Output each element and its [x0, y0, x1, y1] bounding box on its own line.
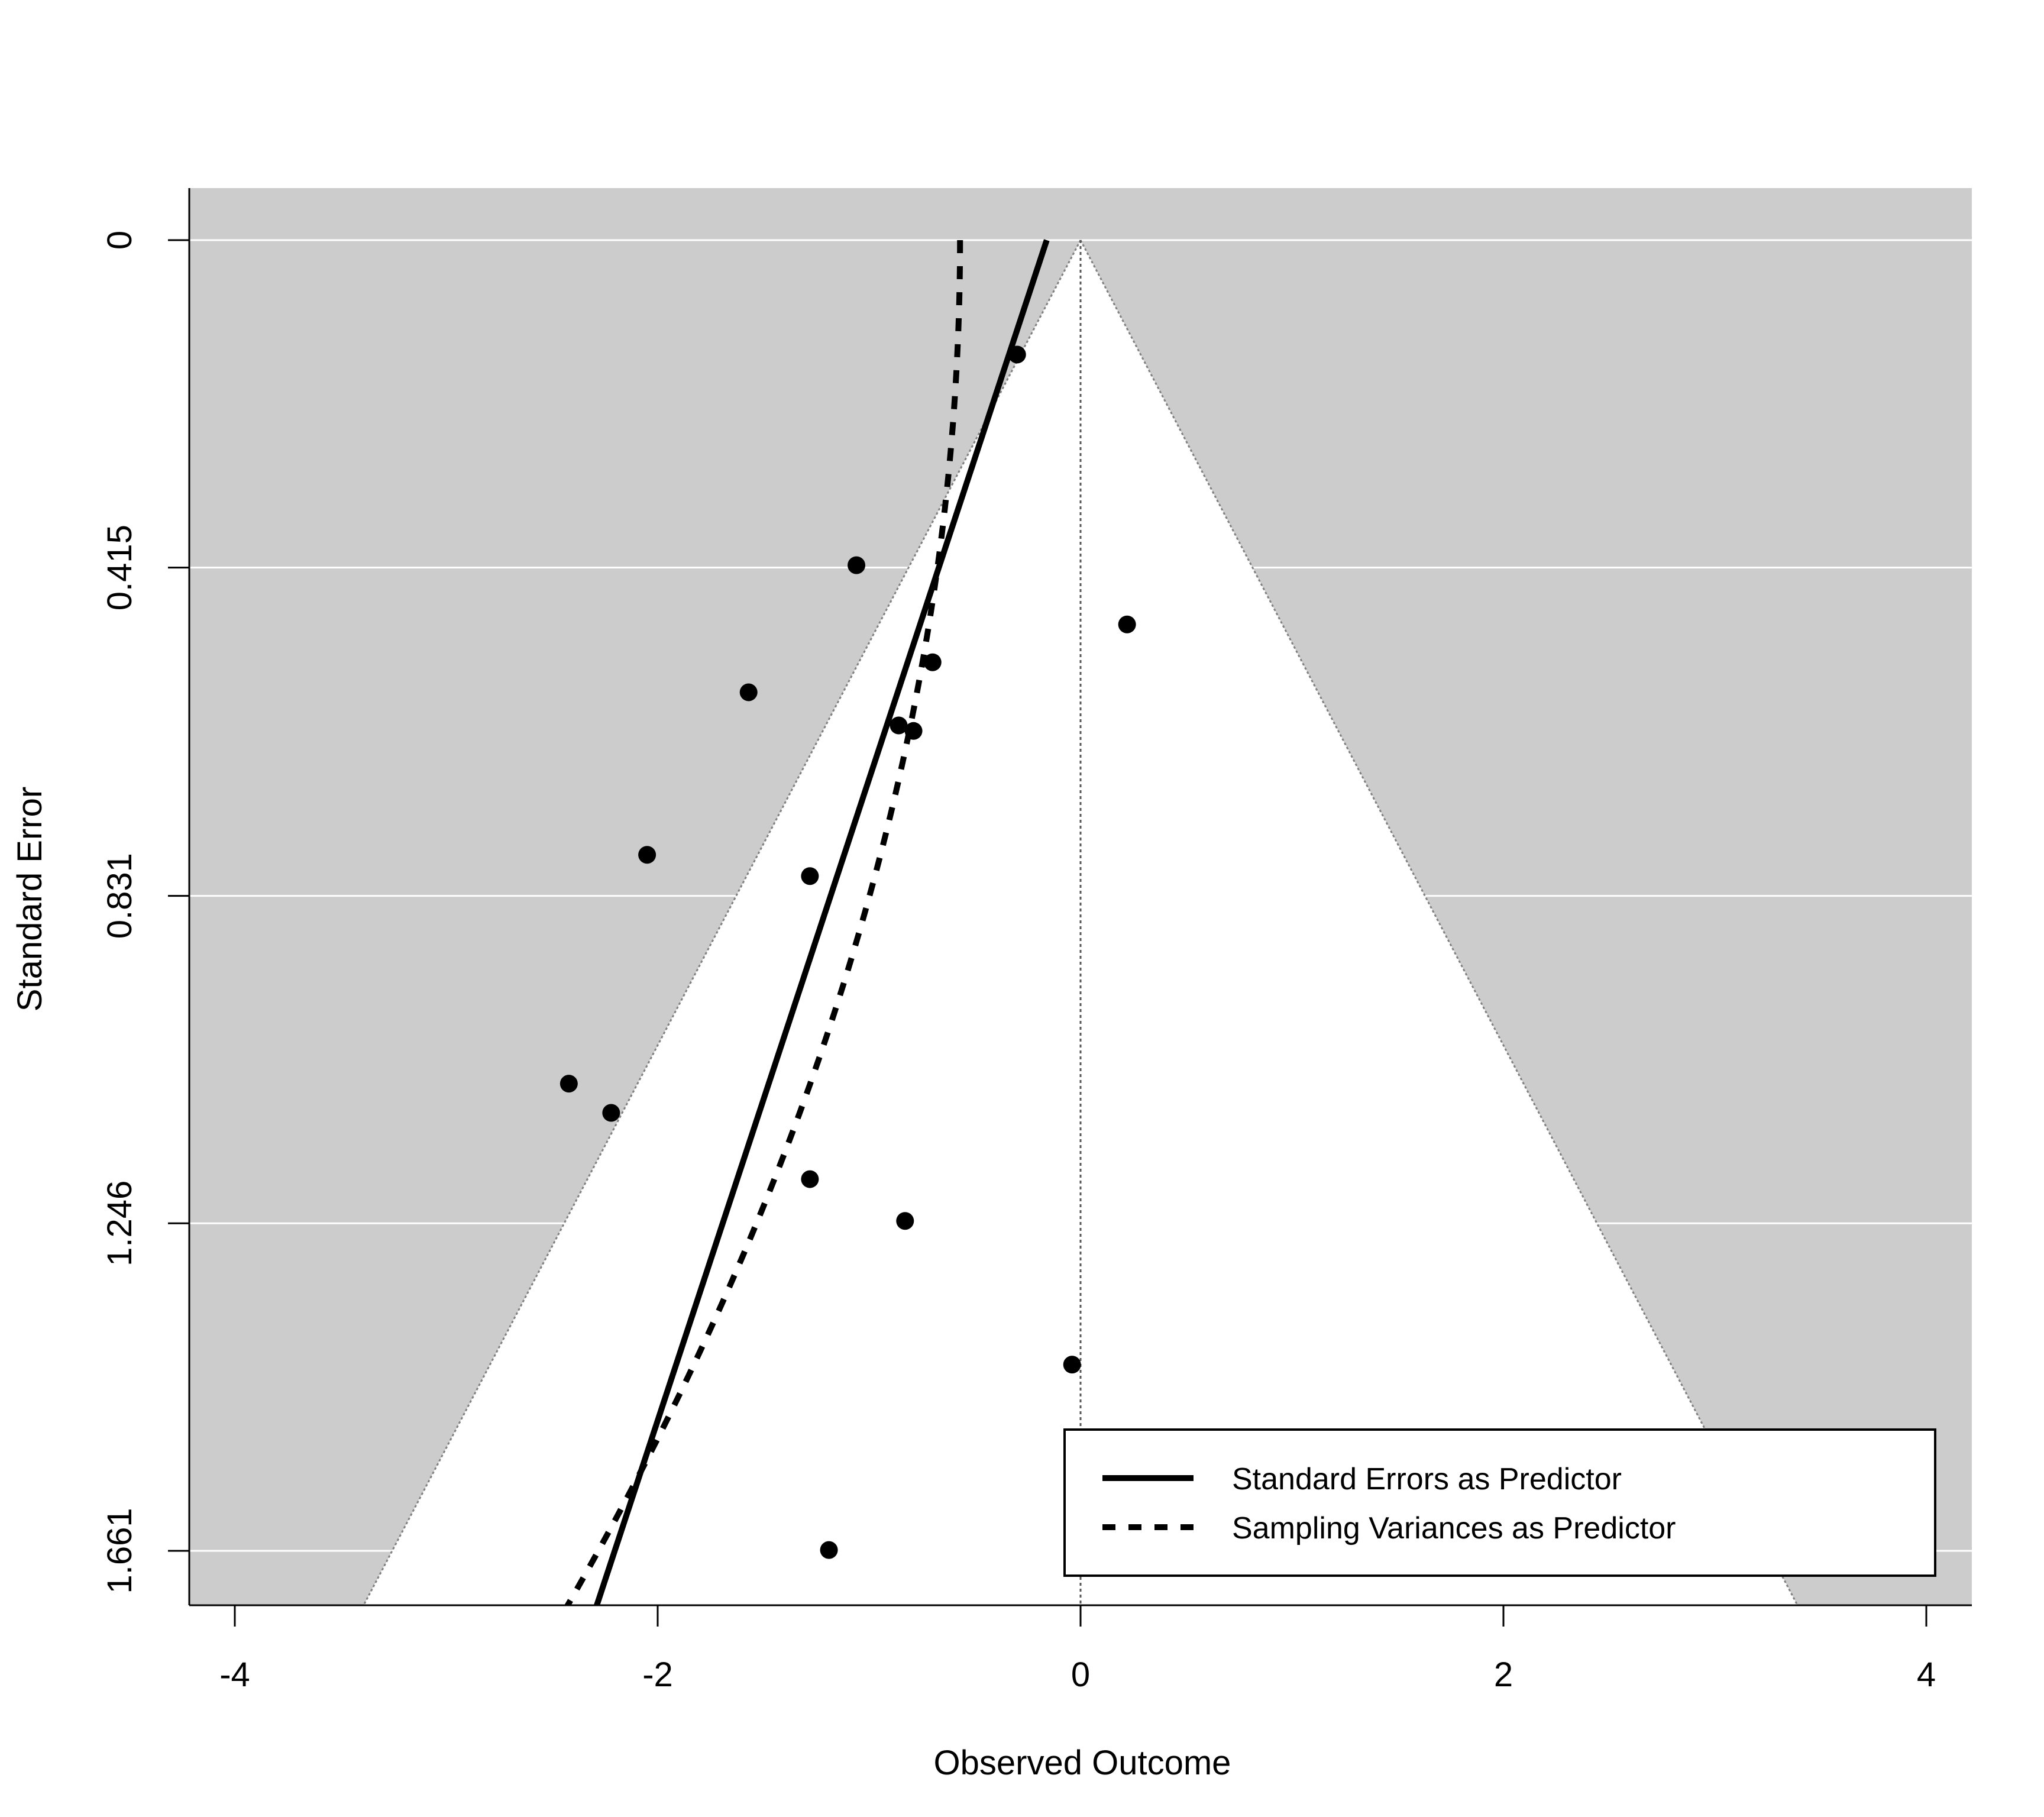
- data-point: [890, 716, 908, 735]
- y-tick-label: 0.831: [101, 853, 139, 939]
- x-axis-title: Observed Outcome: [934, 1744, 1231, 1782]
- legend-label-sampling-variances: Sampling Variances as Predictor: [1232, 1511, 1676, 1546]
- regression-lines: [564, 239, 1050, 1605]
- data-point: [1008, 345, 1026, 364]
- data-point: [820, 1541, 838, 1559]
- data-point: [801, 1170, 819, 1188]
- y-axis-title: Standard Error: [11, 787, 49, 1011]
- y-tick-label: 0: [101, 231, 139, 250]
- data-point: [848, 556, 866, 574]
- y-tick-label: 0.415: [101, 525, 139, 610]
- x-tick-label: 0: [1071, 1656, 1090, 1694]
- x-tick-label: -2: [642, 1656, 673, 1694]
- line-standard-errors: [593, 239, 1050, 1605]
- y-tick-label: 1.246: [101, 1181, 139, 1266]
- funnel-boundaries: [363, 240, 1799, 1605]
- data-point: [1063, 1356, 1081, 1374]
- x-tick-label: 2: [1494, 1656, 1513, 1694]
- data-point: [1118, 615, 1136, 633]
- data-point: [602, 1104, 620, 1122]
- y-tick-label: 1.661: [101, 1508, 139, 1593]
- data-point: [904, 722, 923, 740]
- data-point: [896, 1212, 914, 1230]
- data-point: [923, 653, 942, 671]
- data-point: [638, 846, 656, 864]
- study-points: [559, 345, 1136, 1559]
- legend-label-standard-errors: Standard Errors as Predictor: [1232, 1462, 1622, 1496]
- data-point: [559, 1075, 578, 1093]
- legend-box: [1063, 1428, 1936, 1577]
- funnel-left-boundary: [363, 240, 1082, 1605]
- x-tick-label: -4: [219, 1656, 250, 1694]
- data-point: [801, 867, 819, 885]
- x-tick-label: 4: [1917, 1656, 1936, 1694]
- legend: Standard Errors as Predictor Sampling Va…: [1063, 1428, 1936, 1577]
- data-point: [739, 683, 758, 701]
- axes: -4 -2 0 2 4 0 0.415 0.831 1.246 1.661: [101, 188, 1972, 1694]
- funnel-right-boundary: [1079, 240, 1799, 1605]
- line-sampling-variances: [564, 240, 963, 1605]
